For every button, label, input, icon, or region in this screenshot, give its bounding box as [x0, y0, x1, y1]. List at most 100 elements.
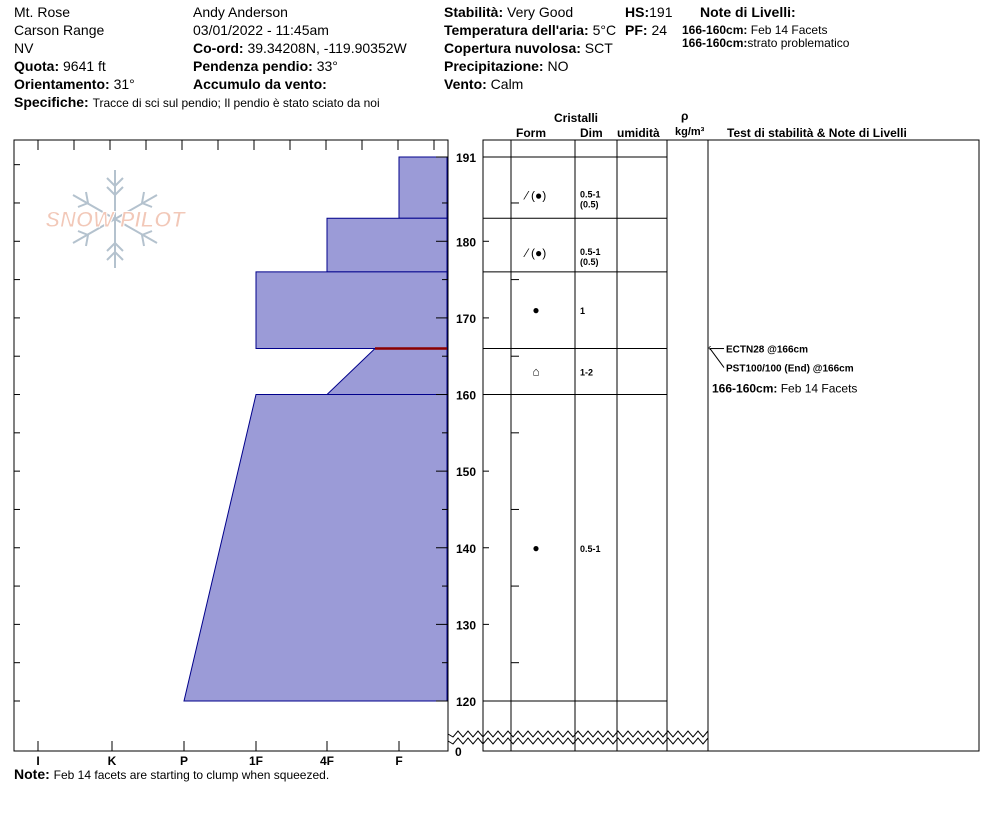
- crystal-table-frame: [482, 139, 709, 752]
- height-tick-label: 140: [456, 542, 476, 556]
- specifics: Specifiche: Tracce di sci sul pendio; Il…: [14, 94, 380, 111]
- crystal-size-secondary: (0.5): [580, 199, 599, 209]
- tests-panel-frame: [707, 139, 980, 752]
- crystal-form-symbol: ⌂: [532, 365, 539, 379]
- hardness-tick-label: K: [108, 754, 117, 768]
- hardness-tick-label: P: [180, 754, 188, 768]
- precip-label: Precipitazione:: [444, 58, 544, 74]
- hardness-tick-label: F: [395, 754, 402, 768]
- crystal-size: 0.5-1: [580, 247, 601, 257]
- height-tick-label: 170: [456, 312, 476, 326]
- crystal-form-symbol: ●: [532, 541, 539, 555]
- stability: Stabilità: Very Good: [444, 4, 573, 20]
- layer-note-text: Feb 14 Facets: [750, 23, 828, 37]
- density-rho-header: ρ: [681, 109, 689, 123]
- dim-header: Dim: [580, 126, 603, 140]
- layer-annotation-range: 166-160cm:: [712, 382, 777, 396]
- crystal-size: 0.5-1: [580, 189, 601, 199]
- crystal-form-symbol: ⁄ (●): [523, 246, 547, 260]
- stability-test-label: PST100/100 (End) @166cm: [726, 364, 854, 375]
- aspect-value: 31°: [113, 76, 135, 92]
- wind-loading: Accumulo da vento:: [193, 76, 327, 92]
- specifics-label: Specifiche:: [14, 94, 89, 110]
- observer-name: Andy Anderson: [193, 4, 288, 20]
- axis-break-zigzag: [447, 737, 709, 745]
- sky-value: SCT: [584, 40, 613, 56]
- pf-label: PF:: [625, 22, 648, 38]
- slope-value: 33°: [316, 58, 338, 74]
- air-temp-label: Temperatura dell'aria:: [444, 22, 589, 38]
- hardness-layer: [183, 394, 448, 702]
- hardness-layer: [325, 348, 448, 396]
- layer-note-range: 166-160cm:: [682, 23, 748, 37]
- crystal-size: 1-2: [580, 368, 593, 378]
- sky-cover: Copertura nuvolosa: SCT: [444, 40, 613, 56]
- wind-value: Calm: [490, 76, 524, 92]
- precipitation: Precipitazione: NO: [444, 58, 568, 74]
- layer-note: 166-160cm:strato problematico: [682, 37, 849, 50]
- range-name: Carson Range: [14, 22, 105, 38]
- height-tick-label: 160: [456, 389, 476, 403]
- form-header: Form: [516, 126, 546, 140]
- layer-note: 166-160cm: Feb 14 Facets: [682, 24, 827, 37]
- crystal-size: 0.5-1: [580, 544, 601, 554]
- crystals-header: Cristalli: [554, 111, 599, 125]
- air-temperature: Temperatura dell'aria: 5°C: [444, 22, 616, 38]
- hardness-tick-label: 1F: [249, 754, 263, 768]
- stability-label: Stabilità:: [444, 4, 504, 20]
- layer-note-range: 166-160cm:: [682, 36, 748, 50]
- snow-height: HS:191: [625, 4, 672, 20]
- aspect: Orientamento: 31°: [14, 76, 135, 92]
- wind: Vento: Calm: [444, 76, 523, 92]
- air-temp-value: 5°C: [592, 22, 617, 38]
- precip-value: NO: [547, 58, 569, 74]
- observation-datetime: 03/01/2022 - 11:45am: [193, 22, 329, 38]
- wind-label: Vento:: [444, 76, 487, 92]
- pf-value: 24: [651, 22, 668, 38]
- test-arrow-icon: ‹: [708, 343, 711, 354]
- hardness-layer: [255, 271, 448, 350]
- tests-header: Test di stabilità & Note di Livelli: [727, 126, 907, 140]
- aspect-label: Orientamento:: [14, 76, 110, 92]
- elevation-value: 9641 ft: [63, 58, 106, 74]
- crystal-size: 1: [580, 306, 585, 316]
- specifics-value: Tracce di sci sul pendio; Il pendio è st…: [92, 96, 380, 110]
- hardness-layer: [398, 156, 448, 219]
- height-tick-label: 130: [456, 618, 476, 632]
- hardness-tick-label: I: [36, 754, 39, 768]
- layer-annotation-text: Feb 14 Facets: [777, 382, 857, 396]
- coord-label: Co-ord:: [193, 40, 244, 56]
- layer-notes-title: Note di Livelli:: [700, 4, 796, 20]
- wind-loading-label: Accumulo da vento:: [193, 76, 327, 92]
- coordinates: Co-ord: 39.34208N, -119.90352W: [193, 40, 407, 56]
- slope-angle: Pendenza pendio: 33°: [193, 58, 338, 74]
- hardness-tick-label: 4F: [320, 754, 334, 768]
- crystal-form-symbol: ⁄ (●): [523, 188, 547, 202]
- height-tick-label: 180: [456, 235, 476, 249]
- logo-text: SNOW PILOT: [45, 207, 186, 232]
- height-tick-label: 191: [456, 151, 476, 165]
- height-tick-label: 150: [456, 465, 476, 479]
- stability-value: Very Good: [507, 4, 574, 20]
- crystal-size-secondary: (0.5): [580, 257, 599, 267]
- coord-value: 39.34208N, -119.90352W: [247, 40, 407, 56]
- note-text: Feb 14 facets are starting to clump when…: [53, 768, 330, 782]
- slope-label: Pendenza pendio:: [193, 58, 313, 74]
- location-name: Mt. Rose: [14, 4, 71, 20]
- hardness-panel-frame: [13, 139, 449, 752]
- foot-penetration: PF: 24: [625, 22, 667, 38]
- note-label: Note:: [14, 766, 50, 782]
- test-pointer-line: [709, 348, 725, 368]
- state-name: NV: [14, 40, 34, 56]
- density-unit-header: kg/m³: [675, 126, 705, 138]
- footer-note: Note: Feb 14 facets are starting to clum…: [14, 766, 329, 783]
- height-tick-label: 0: [455, 745, 462, 759]
- axis-break-zigzag: [447, 730, 709, 738]
- snowflake-icon: [72, 170, 158, 268]
- hs-value: 191: [649, 4, 673, 20]
- stability-test-label: ECTN28 @166cm: [726, 345, 808, 356]
- sky-label: Copertura nuvolosa:: [444, 40, 581, 56]
- layer-annotation: 166-160cm: Feb 14 Facets: [712, 382, 857, 396]
- elevation-label: Quota:: [14, 58, 60, 74]
